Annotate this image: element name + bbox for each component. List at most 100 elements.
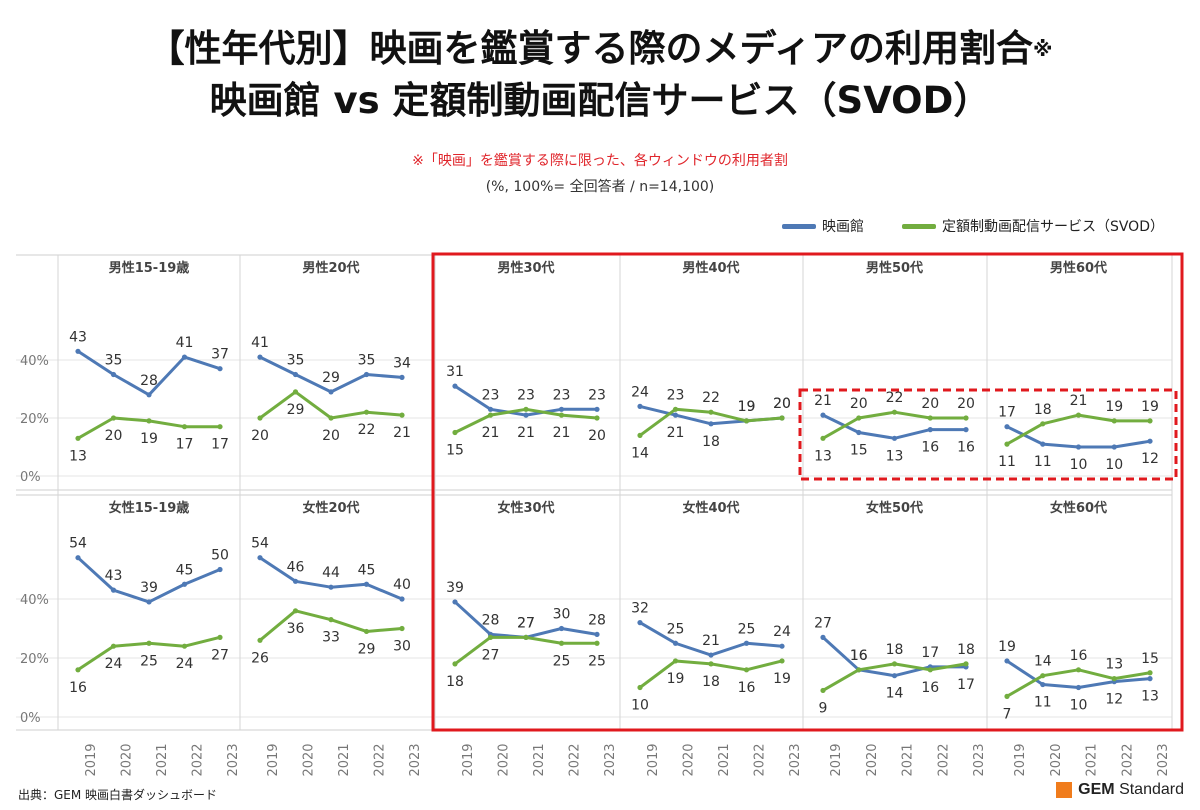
data-label: 22 — [358, 422, 376, 438]
data-label: 36 — [287, 621, 305, 637]
data-label: 16 — [69, 680, 87, 696]
theater-point — [257, 555, 263, 561]
data-label: 21 — [667, 425, 685, 441]
theater-point — [110, 371, 117, 378]
x-tick-label: 2022 — [373, 743, 388, 776]
data-label: 41 — [251, 335, 269, 351]
data-label: 23 — [517, 387, 535, 403]
data-label: 18 — [702, 674, 720, 690]
y-tick-label: 40% — [20, 593, 49, 608]
svod-point — [594, 640, 600, 646]
svod-point — [637, 432, 643, 438]
data-label: 37 — [211, 347, 229, 363]
data-label: 13 — [814, 448, 832, 464]
x-tick-label: 2021 — [717, 743, 732, 776]
theater-point — [523, 412, 529, 418]
brand-logo: GEM Standard — [1056, 781, 1184, 799]
data-label: 16 — [850, 648, 868, 664]
data-label: 14 — [631, 445, 649, 461]
theater-point — [856, 429, 862, 436]
theater-point — [146, 599, 152, 605]
legend-label-theater: 映画館 — [821, 219, 864, 235]
data-label: 19 — [773, 671, 791, 687]
theater-point — [891, 673, 898, 679]
theater-point — [328, 389, 334, 395]
svod-point — [181, 643, 188, 649]
data-label: 16 — [1070, 648, 1088, 664]
data-label: 45 — [176, 562, 194, 578]
data-label: 18 — [446, 674, 464, 690]
panel-title: 男性30代 — [497, 260, 554, 276]
theater-point — [743, 640, 750, 646]
data-label: 50 — [211, 548, 229, 564]
legend-swatch-theater — [781, 223, 816, 229]
data-label: 20 — [322, 428, 340, 444]
data-label: 27 — [517, 615, 535, 631]
data-label: 32 — [631, 601, 649, 617]
theater-point — [891, 435, 898, 441]
svod-point — [637, 684, 643, 691]
data-label: 22 — [886, 390, 904, 406]
x-tick-label: 2022 — [753, 743, 768, 776]
data-label: 43 — [105, 568, 123, 584]
theater-point — [257, 354, 263, 360]
data-label: 22 — [702, 390, 720, 406]
data-label: 34 — [393, 355, 411, 371]
x-tick-label: 2020 — [1049, 743, 1064, 776]
x-tick-label: 2020 — [120, 743, 135, 776]
svod-point — [558, 640, 565, 646]
data-label: 41 — [176, 335, 194, 351]
data-label: 14 — [1034, 654, 1052, 670]
data-label: 10 — [631, 698, 649, 714]
svod-point — [1147, 670, 1153, 676]
data-label: 25 — [553, 653, 571, 669]
theater-point — [146, 392, 152, 398]
svod-point — [257, 637, 263, 643]
theater-point — [452, 383, 458, 389]
data-label: 40 — [393, 577, 411, 593]
data-label: 28 — [588, 612, 606, 628]
data-label: 13 — [1141, 689, 1159, 705]
data-label: 43 — [69, 329, 87, 345]
data-label: 19 — [738, 399, 756, 415]
data-label: 15 — [1141, 651, 1159, 667]
svod-point — [1004, 693, 1010, 699]
svod-point — [452, 661, 458, 667]
theater-point — [708, 652, 714, 658]
x-tick-label: 2023 — [408, 743, 423, 776]
theater-point — [399, 374, 405, 380]
y-tick-label: 20% — [20, 412, 49, 427]
x-tick-label: 2020 — [497, 743, 512, 776]
data-label: 13 — [69, 448, 87, 464]
theater-point — [927, 427, 933, 433]
x-tick-label: 2021 — [155, 743, 170, 776]
x-tick-label: 2020 — [302, 743, 317, 776]
svod-point — [75, 435, 81, 441]
x-tick-label: 2019 — [829, 743, 844, 776]
theater-point — [820, 634, 826, 640]
x-tick-label: 2023 — [972, 743, 987, 776]
legend-label-svod: 定額制動画配信サービス（SVOD） — [941, 219, 1164, 235]
data-label: 17 — [211, 437, 229, 453]
data-label: 16 — [921, 440, 939, 456]
data-label: 30 — [553, 607, 571, 623]
theater-point — [1075, 444, 1082, 450]
theater-point — [217, 566, 223, 573]
chart-base-note: (%, 100%= 全回答者 / n=14,100) — [485, 179, 715, 195]
x-tick-label: 2019 — [84, 743, 99, 776]
x-tick-label: 2021 — [337, 743, 352, 776]
data-label: 29 — [322, 370, 340, 386]
data-label: 24 — [176, 656, 194, 672]
x-tick-label: 2023 — [1156, 743, 1171, 776]
data-label: 33 — [322, 630, 340, 646]
y-tick-label: 20% — [20, 652, 49, 667]
data-label: 21 — [517, 425, 535, 441]
svod-point — [1040, 673, 1046, 679]
chart-legend: 映画館 定額制動画配信サービス（SVOD） — [744, 216, 1164, 236]
svod-point — [856, 667, 862, 673]
panel-title: 女性20代 — [302, 500, 359, 516]
data-label: 14 — [886, 686, 904, 702]
svod-point — [292, 389, 299, 395]
theater-point — [487, 406, 494, 412]
